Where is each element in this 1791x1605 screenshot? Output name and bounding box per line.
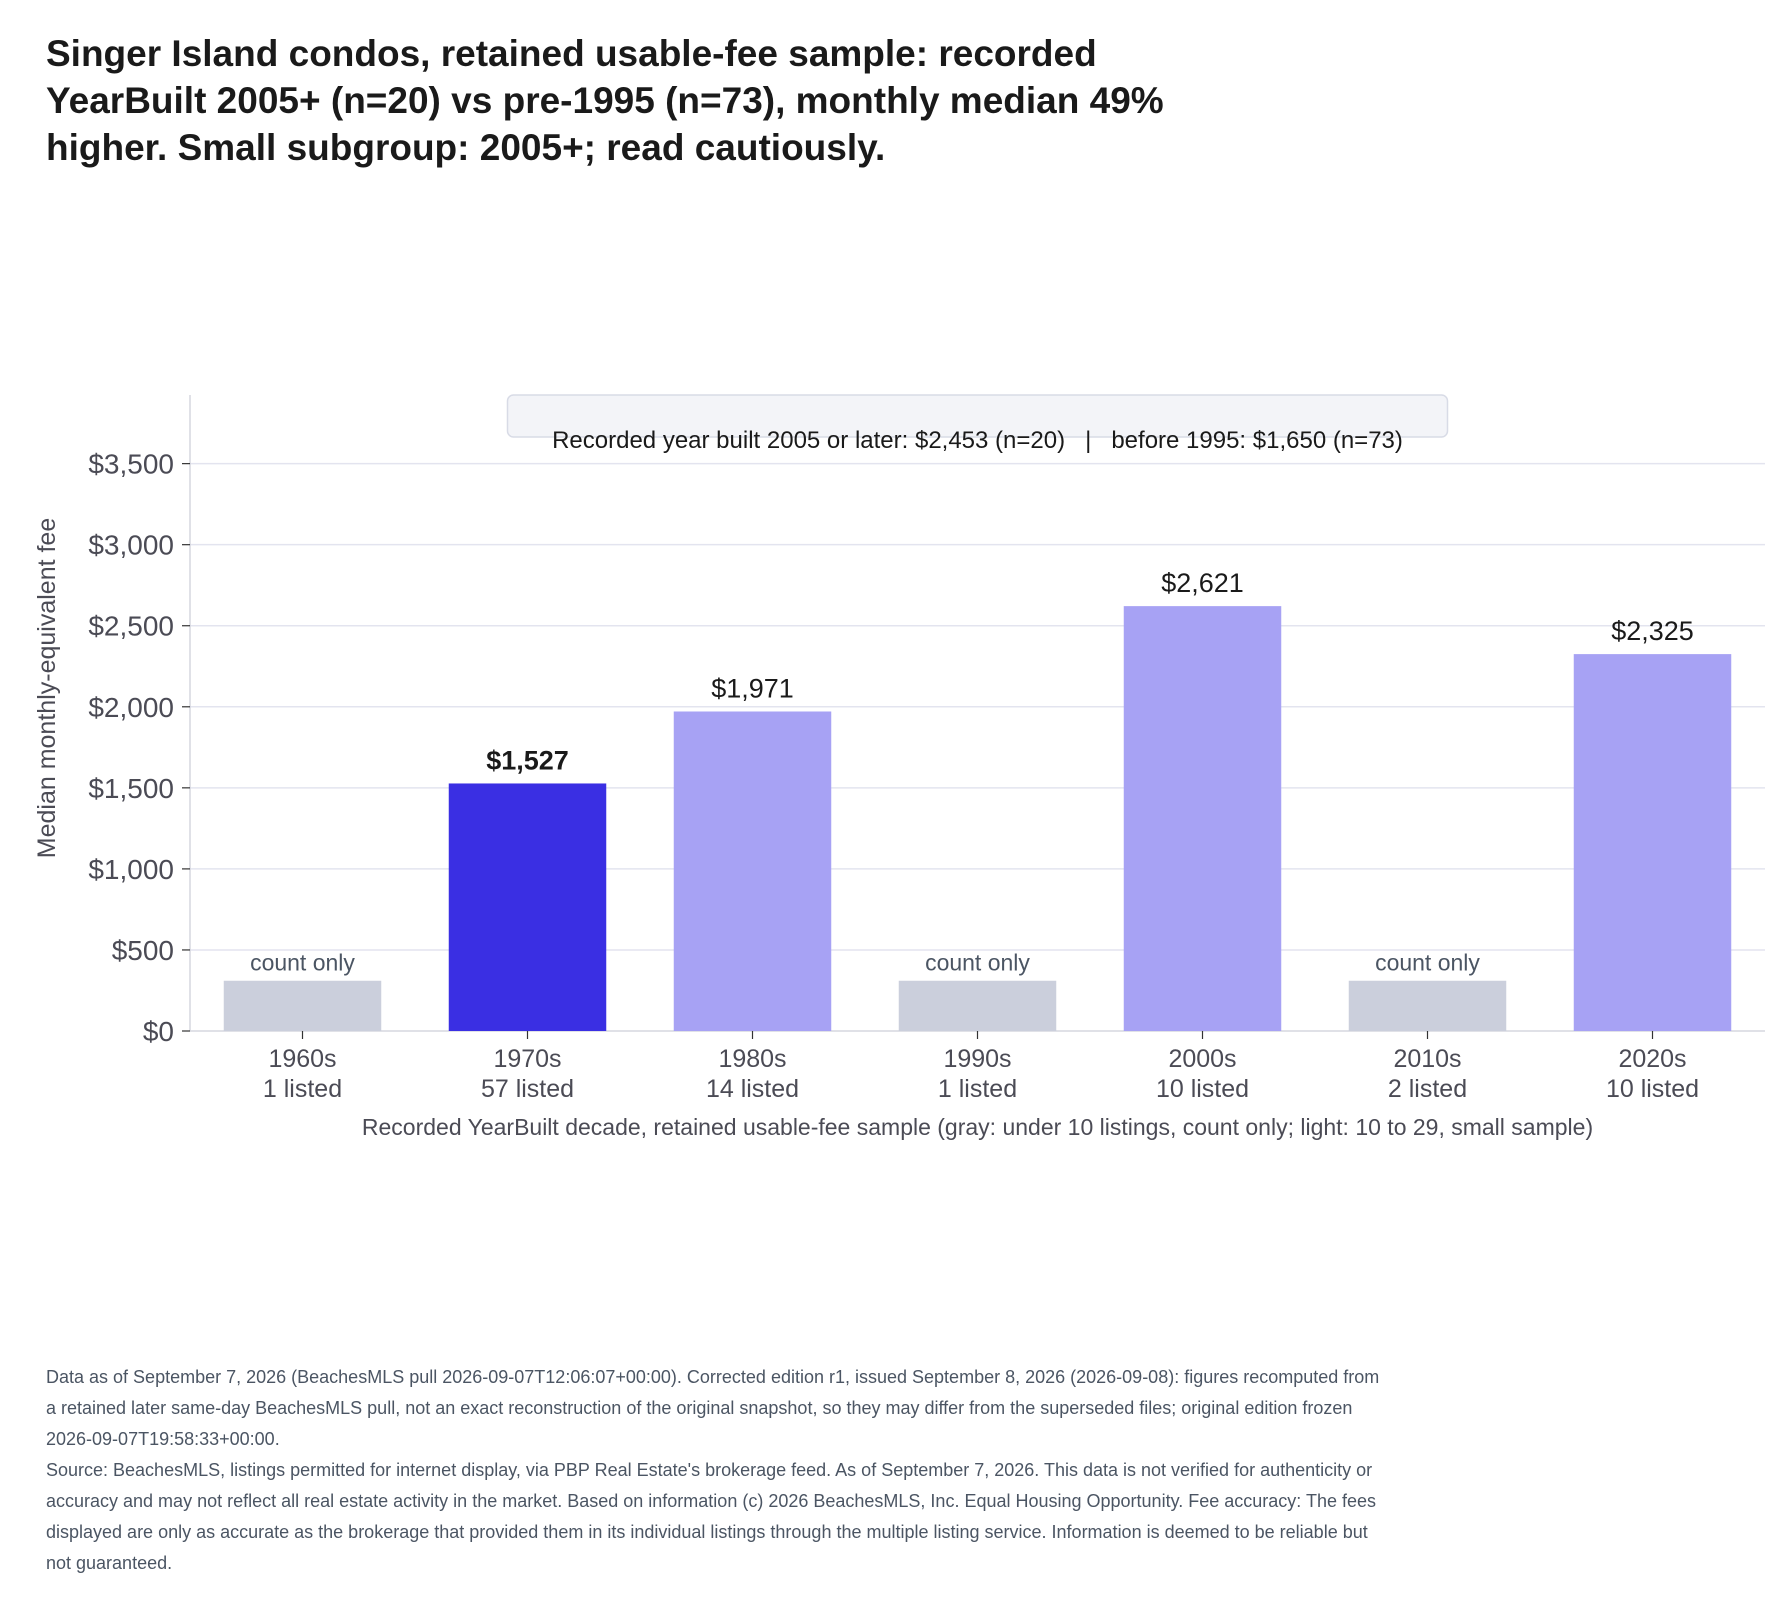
annotation-text: Recorded year built 2005 or later: $2,45… (552, 427, 1403, 454)
bar-value-label: count only (1375, 950, 1480, 976)
bar-1970s (448, 783, 607, 1031)
source-note: Source: BeachesMLS, listings permitted f… (46, 1460, 1376, 1573)
y-tick-label: $3,000 (88, 530, 174, 561)
y-tick-label: $1,500 (88, 773, 174, 804)
chart-title: Singer Island condos, retained usable-fe… (46, 33, 1164, 168)
bar-chart: $0 $500 $1,000 $1,500 $2,000 $2,500 $3,000 $3,5… (33, 394, 1765, 1140)
bars: count only $1,527 $1,971 count only $2,621 co… (223, 568, 1732, 1031)
bar-value-label: $2,621 (1161, 568, 1244, 598)
annotation-box (506, 394, 1449, 438)
bar-1960s (223, 980, 382, 1031)
bar-1990s (898, 980, 1057, 1031)
x-tick-count-label: 2 listed (1388, 1075, 1467, 1103)
x-axis-label: Recorded YearBuilt decade, retained usab… (362, 1114, 1593, 1140)
bar-2000s (1123, 606, 1282, 1031)
y-tick-label: $2,500 (88, 611, 174, 642)
bar-1980s (673, 711, 832, 1031)
y-axis-ticks: $0 $500 $1,000 $1,500 $2,000 $2,500 $3,000 $3,5… (88, 449, 190, 1047)
edition-note: Data as of September 7, 2026 (BeachesMLS… (46, 1367, 1380, 1449)
x-tick-label: 1960s (268, 1045, 336, 1073)
x-tick-label: 1970s (493, 1045, 561, 1073)
y-tick-label: $500 (112, 935, 174, 966)
y-axis-label: Median monthly-equivalent fee (33, 518, 61, 858)
x-tick-count-label: 10 listed (1156, 1075, 1249, 1103)
bar-2010s (1348, 980, 1507, 1031)
x-tick-label: 2000s (1168, 1045, 1236, 1073)
x-tick-count-label: 1 listed (938, 1075, 1017, 1103)
bar-2020s (1573, 654, 1732, 1031)
axes (189, 395, 1765, 1032)
footer-notes: Data as of September 7, 2026 (BeachesMLS… (46, 1362, 1386, 1579)
x-tick-label: 2020s (1618, 1045, 1686, 1073)
y-tick-label: $1,000 (88, 854, 174, 885)
x-tick-label: 2010s (1393, 1045, 1461, 1073)
x-tick-count-label: 1 listed (263, 1075, 342, 1103)
bar-value-label: $1,527 (486, 745, 569, 775)
summary-annotation: Recorded year built 2005 or later: $2,45… (506, 394, 1449, 454)
x-tick-count-label: 57 listed (481, 1075, 574, 1103)
x-tick-count-label: 10 listed (1606, 1075, 1699, 1103)
bar-value-label: $2,325 (1611, 616, 1694, 646)
x-tick-label: 1990s (943, 1045, 1011, 1073)
bar-value-label: count only (925, 950, 1030, 976)
gridlines (190, 462, 1765, 951)
bar-value-label: count only (250, 950, 355, 976)
y-tick-label: $3,500 (88, 449, 174, 480)
x-tick-count-label: 14 listed (706, 1075, 799, 1103)
y-tick-label: $0 (143, 1016, 174, 1047)
y-tick-label: $2,000 (88, 692, 174, 723)
bar-value-label: $1,971 (711, 673, 794, 703)
x-tick-label: 1980s (718, 1045, 786, 1073)
